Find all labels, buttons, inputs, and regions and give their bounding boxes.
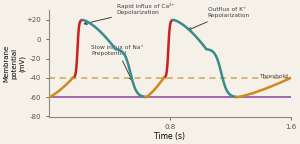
Text: Slow influx of Na⁺
Prepotential: Slow influx of Na⁺ Prepotential bbox=[91, 45, 144, 80]
Text: Outflux of K⁺
Repolarization: Outflux of K⁺ Repolarization bbox=[188, 7, 250, 30]
X-axis label: Time (s): Time (s) bbox=[154, 131, 185, 141]
Text: Rapid influx of Ca²⁺
Depolarization: Rapid influx of Ca²⁺ Depolarization bbox=[84, 3, 174, 24]
Y-axis label: Membrane
potential
(mV): Membrane potential (mV) bbox=[4, 45, 25, 82]
Text: Threshold: Threshold bbox=[259, 74, 288, 79]
